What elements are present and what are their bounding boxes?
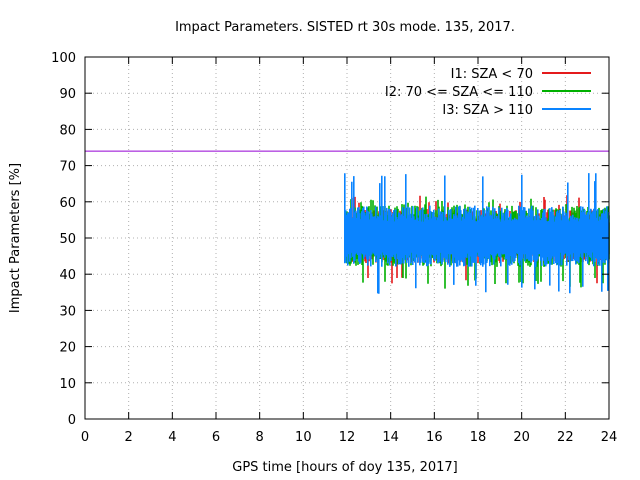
series-layer	[344, 173, 610, 294]
x-axis-label: GPS time [hours of doy 135, 2017]	[232, 460, 457, 475]
y-tick-label: 40	[59, 268, 76, 283]
legend: I1: SZA < 70 I2: 70 <= SZA <= 110 I3: SZA …	[385, 67, 591, 118]
legend-label: I2: 70 <= SZA <= 110	[385, 85, 533, 100]
chart-title: Impact Parameters. SISTED rt 30s mode. 1…	[175, 20, 515, 35]
y-tick-label: 30	[59, 304, 76, 319]
x-tick-label: 4	[168, 430, 176, 445]
x-tick-label: 8	[256, 430, 264, 445]
series-line	[344, 173, 610, 294]
y-tick-label: 80	[59, 123, 76, 138]
y-tick-label: 20	[59, 341, 76, 356]
legend-label: I3: SZA > 110	[442, 103, 533, 118]
x-tick-label: 14	[382, 430, 399, 445]
x-tick-label: 10	[295, 430, 312, 445]
x-tick-label: 6	[212, 430, 220, 445]
y-tick-label: 60	[59, 196, 76, 211]
plot-frame	[84, 56, 610, 420]
y-tick-label: 10	[59, 377, 76, 392]
y-tick-label: 70	[59, 160, 76, 175]
x-tick-label: 12	[339, 430, 356, 445]
x-tick-label: 24	[601, 430, 618, 445]
x-tick-label: 0	[81, 430, 89, 445]
y-tick-label: 50	[59, 232, 76, 247]
x-tick-label: 2	[125, 430, 133, 445]
y-tick-label: 90	[59, 87, 76, 102]
x-tick-label: 18	[470, 430, 487, 445]
x-tick-label: 22	[557, 430, 574, 445]
y-axis-label: Impact Parameters [%]	[8, 163, 23, 313]
legend-label: I1: SZA < 70	[451, 67, 533, 82]
x-tick-label: 20	[513, 430, 530, 445]
y-tick-label: 100	[51, 51, 76, 66]
x-tick-label: 16	[426, 430, 443, 445]
y-tick-label: 0	[68, 413, 76, 428]
